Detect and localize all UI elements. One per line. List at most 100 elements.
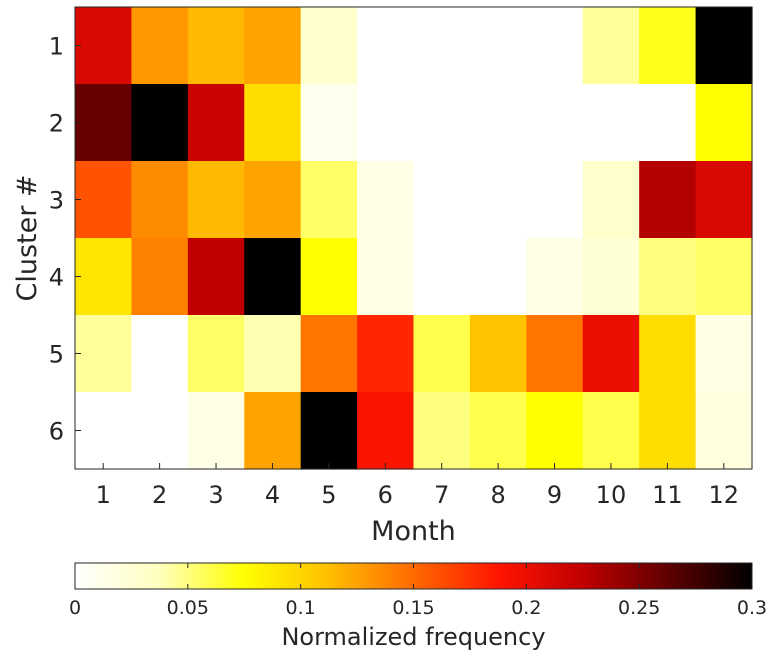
heatmap-cell-r2-m7 bbox=[413, 84, 471, 162]
y-tick-label: 1 bbox=[49, 33, 64, 61]
heatmap-cell-r2-m2 bbox=[131, 84, 189, 162]
heatmap-cell-r2-m12 bbox=[695, 84, 753, 162]
heatmap-cell-r3-m9 bbox=[526, 161, 584, 239]
heatmap-cell-r2-m10 bbox=[582, 84, 640, 162]
heatmap-cell-r5-m2 bbox=[131, 315, 189, 393]
y-tick-label: 4 bbox=[49, 264, 64, 292]
heatmap-cell-r2-m8 bbox=[469, 84, 527, 162]
heatmap-cell-r5-m8 bbox=[469, 315, 527, 393]
colorbar-tick-label: 0.1 bbox=[286, 597, 316, 619]
x-tick-label: 5 bbox=[321, 481, 336, 509]
heatmap-cell-r5-m3 bbox=[187, 315, 245, 393]
heatmap-cell-r6-m5 bbox=[300, 392, 358, 470]
heatmap-cell-r1-m4 bbox=[244, 7, 302, 85]
heatmap-cell-r4-m8 bbox=[469, 238, 527, 316]
heatmap-cell-r3-m10 bbox=[582, 161, 640, 239]
heatmap-cell-r2-m1 bbox=[75, 84, 133, 162]
heatmap-cell-r1-m6 bbox=[357, 7, 415, 85]
y-tick-label: 3 bbox=[49, 187, 64, 215]
heatmap-cell-r6-m8 bbox=[469, 392, 527, 470]
x-tick-label: 11 bbox=[652, 481, 683, 509]
y-axis-label: Cluster # bbox=[12, 174, 43, 301]
y-tick-label: 2 bbox=[49, 110, 64, 138]
heatmap-cell-r6-m9 bbox=[526, 392, 584, 470]
colorbar-tick-label: 0.15 bbox=[392, 597, 434, 619]
plot-frame bbox=[74, 6, 753, 470]
heatmap-cell-r2-m11 bbox=[639, 84, 697, 162]
heatmap-cell-r6-m3 bbox=[187, 392, 245, 470]
heatmap-cell-r4-m7 bbox=[413, 238, 471, 316]
x-tick-label: 4 bbox=[265, 481, 280, 509]
y-tick-labels: 1 2 3 4 5 6 bbox=[49, 33, 81, 446]
heatmap-cell-r2-m3 bbox=[187, 84, 245, 162]
heatmap-cell-r3-m8 bbox=[469, 161, 527, 239]
heatmap-cell-r1-m10 bbox=[582, 7, 640, 85]
x-axis-label: Month bbox=[371, 516, 456, 547]
x-tick-label: 8 bbox=[490, 481, 505, 509]
heatmap-cell-r2-m6 bbox=[357, 84, 415, 162]
colorbar-tick-label: 0.25 bbox=[618, 597, 660, 619]
heatmap-cell-r1-m8 bbox=[469, 7, 527, 85]
heatmap-cell-r1-m3 bbox=[187, 7, 245, 85]
heatmap-cell-r6-m11 bbox=[639, 392, 697, 470]
heatmap-cell-r1-m5 bbox=[300, 7, 358, 85]
heatmap-cell-r4-m11 bbox=[639, 238, 697, 316]
heatmap-cell-r2-m9 bbox=[526, 84, 584, 162]
heatmap-cell-r3-m6 bbox=[357, 161, 415, 239]
colorbar-tick-label: 0 bbox=[69, 597, 81, 619]
heatmap-cell-r4-m5 bbox=[300, 238, 358, 316]
y-tick-label: 6 bbox=[49, 418, 64, 446]
heatmap-cell-r3-m2 bbox=[131, 161, 189, 239]
heatmap-cell-r4-m9 bbox=[526, 238, 584, 316]
heatmap-cell-r4-m4 bbox=[244, 238, 302, 316]
heatmap-cell-r1-m2 bbox=[131, 7, 189, 85]
heatmap-cell-r5-m1 bbox=[75, 315, 133, 393]
heatmap-cell-r5-m5 bbox=[300, 315, 358, 393]
heatmap-cell-r1-m7 bbox=[413, 7, 471, 85]
x-tick-labels: 1 2 3 4 5 6 7 8 9 10 11 12 bbox=[96, 463, 739, 509]
heatmap-cell-r4-m3 bbox=[187, 238, 245, 316]
heatmap-cell-r3-m12 bbox=[695, 161, 753, 239]
heatmap-cell-r3-m5 bbox=[300, 161, 358, 239]
y-tick-label: 5 bbox=[49, 341, 64, 369]
heatmap-cell-r3-m3 bbox=[187, 161, 245, 239]
heatmap-cell-r6-m10 bbox=[582, 392, 640, 470]
heatmap-cell-r6-m4 bbox=[244, 392, 302, 470]
x-tick-label: 1 bbox=[96, 481, 111, 509]
heatmap-cell-r5-m12 bbox=[695, 315, 753, 393]
heatmap-cell-r6-m2 bbox=[131, 392, 189, 470]
heatmap-cell-r1-m9 bbox=[526, 7, 584, 85]
heatmap-cell-r5-m10 bbox=[582, 315, 640, 393]
heatmap-cell-r4-m2 bbox=[131, 238, 189, 316]
heatmap-cell-r5-m9 bbox=[526, 315, 584, 393]
heatmap-cell-r4-m6 bbox=[357, 238, 415, 316]
heatmap-cell-r3-m7 bbox=[413, 161, 471, 239]
colorbar-tick-label: 0.05 bbox=[167, 597, 209, 619]
x-tick-label: 3 bbox=[208, 481, 223, 509]
heatmap-cell-r1-m12 bbox=[695, 7, 753, 85]
heatmap-cell-r3-m11 bbox=[639, 161, 697, 239]
heatmap-cell-r1-m11 bbox=[639, 7, 697, 85]
colorbar-tick-label: 0.3 bbox=[737, 597, 767, 619]
x-tick-label: 12 bbox=[709, 481, 740, 509]
x-tick-label: 10 bbox=[596, 481, 627, 509]
heatmap-cell-r5-m11 bbox=[639, 315, 697, 393]
heatmap-cell-r3-m4 bbox=[244, 161, 302, 239]
colorbar-tick-label: 0.2 bbox=[511, 597, 541, 619]
x-tick-label: 9 bbox=[547, 481, 562, 509]
heatmap-cells bbox=[75, 7, 753, 470]
heatmap-cell-r6-m7 bbox=[413, 392, 471, 470]
heatmap-cell-r6-m12 bbox=[695, 392, 753, 470]
x-tick-label: 6 bbox=[378, 481, 393, 509]
heatmap-cell-r5-m4 bbox=[244, 315, 302, 393]
heatmap-cell-r4-m10 bbox=[582, 238, 640, 316]
heatmap-cell-r6-m6 bbox=[357, 392, 415, 470]
heatmap-cell-r3-m1 bbox=[75, 161, 133, 239]
heatmap-cell-r2-m5 bbox=[300, 84, 358, 162]
heatmap-cell-r5-m6 bbox=[357, 315, 415, 393]
x-tick-label: 2 bbox=[152, 481, 167, 509]
colorbar-tick-labels: 0 0.05 0.1 0.15 0.2 0.25 0.3 bbox=[69, 563, 767, 619]
heatmap-cell-r1-m1 bbox=[75, 7, 133, 85]
colorbar-label: Normalized frequency bbox=[281, 623, 545, 651]
